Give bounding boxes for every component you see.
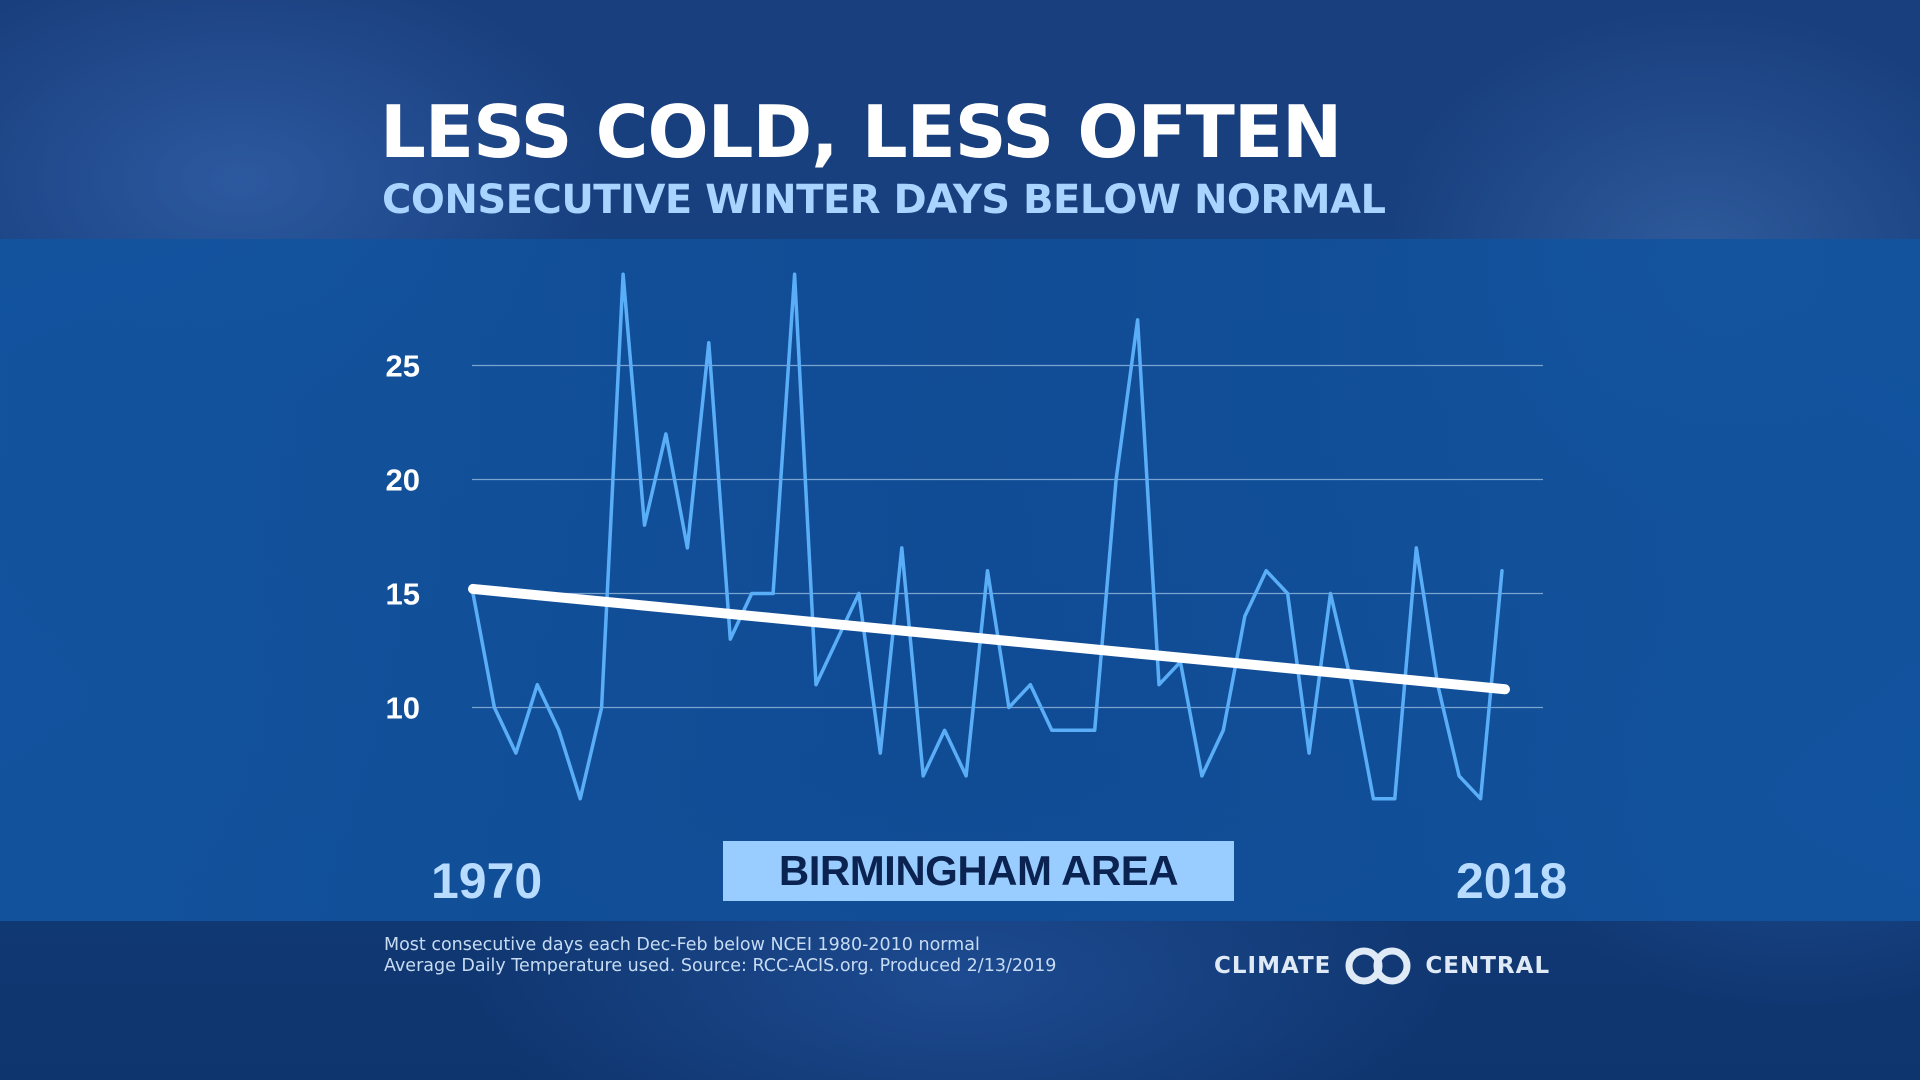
y-axis-tick-labels: 10 15 20 25 [386, 349, 420, 726]
chart-band [0, 239, 1920, 921]
logo-right-text: CENTRAL [1425, 953, 1551, 979]
logo-left-text: CLIMATE [1214, 953, 1332, 979]
y-tick-label-15: 15 [386, 577, 420, 612]
chart-subtitle: CONSECUTIVE WINTER DAYS BELOW NORMAL [382, 177, 1386, 223]
trend-line [468, 583, 1510, 695]
location-label-box: BIRMINGHAM AREA [723, 841, 1234, 901]
x-axis-start-year-label: 1970 [431, 853, 542, 909]
chart-title: LESS COLD, LESS OFTEN [380, 90, 1342, 174]
y-tick-label-10: 10 [386, 691, 420, 726]
climate-central-logo-icon [1345, 947, 1411, 985]
footnote-line-1: Most consecutive days each Dec-Feb below… [384, 935, 980, 955]
gridlines [472, 364, 1543, 709]
location-label: BIRMINGHAM AREA [778, 847, 1179, 894]
footnote-line-2: Average Daily Temperature used. Source: … [384, 956, 1057, 976]
series-line [471, 272, 1504, 801]
x-axis-end-year-label: 2018 [1456, 853, 1567, 909]
climate-central-logo: CLIMATE CENTRAL [1214, 946, 1550, 986]
y-tick-label-20: 20 [386, 463, 420, 498]
y-tick-label-25: 25 [386, 349, 420, 384]
